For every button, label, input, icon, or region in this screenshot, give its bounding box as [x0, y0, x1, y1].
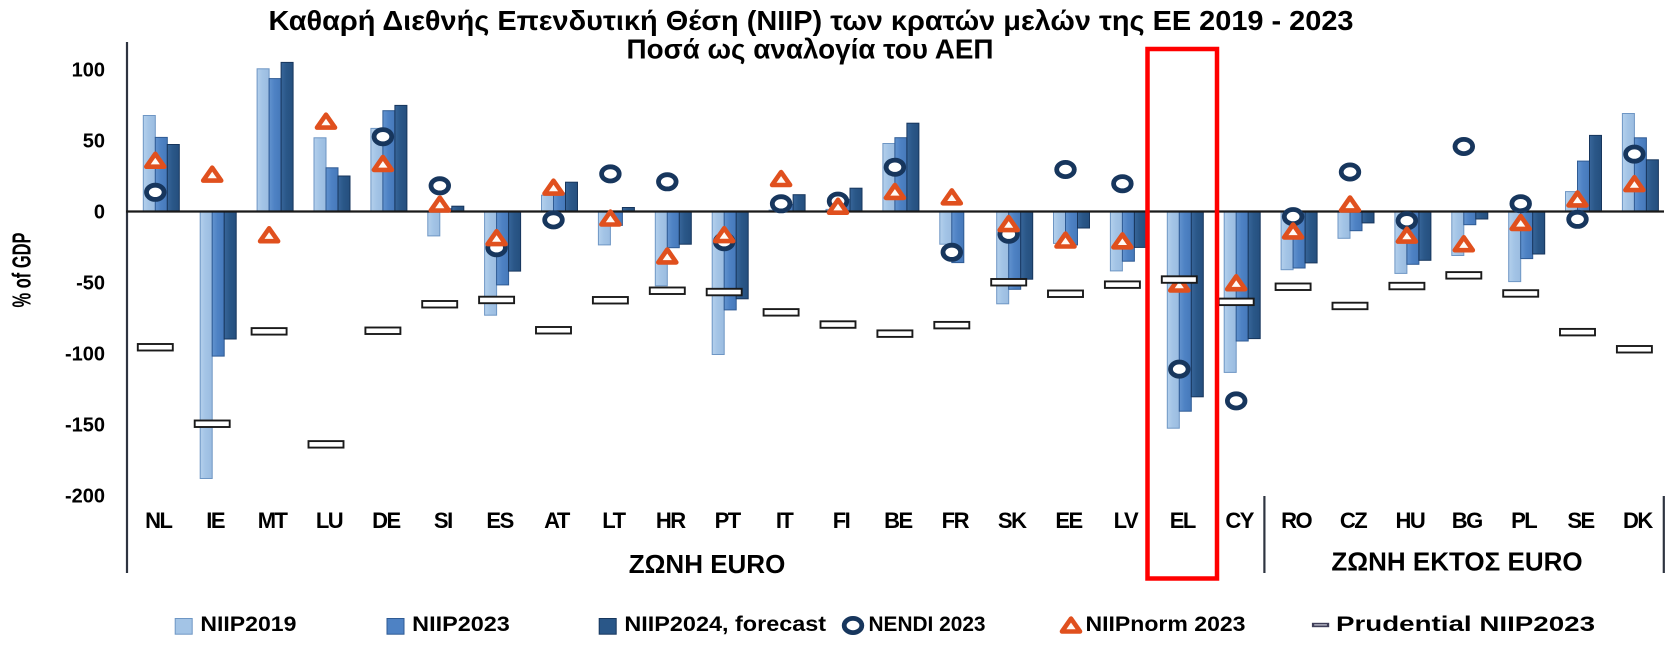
svg-text:-50: -50	[76, 273, 105, 295]
svg-text:RO: RO	[1281, 508, 1312, 533]
svg-text:HR: HR	[656, 508, 686, 533]
svg-text:ΖΩΝΗ EURO: ΖΩΝΗ EURO	[629, 549, 786, 579]
svg-text:CZ: CZ	[1340, 508, 1367, 533]
svg-text:DK: DK	[1623, 508, 1653, 533]
svg-text:NIIP2024, forecast: NIIP2024, forecast	[624, 613, 826, 636]
svg-text:Καθαρή Διεθνής Επενδυτική Θέση: Καθαρή Διεθνής Επενδυτική Θέση (NIIP) τω…	[269, 5, 1354, 36]
svg-text:NIIP2019: NIIP2019	[200, 613, 296, 636]
svg-text:PT: PT	[715, 508, 742, 533]
svg-text:Ποσά ως αναλογία του ΑΕΠ: Ποσά ως αναλογία του ΑΕΠ	[627, 34, 994, 65]
svg-text:SI: SI	[434, 508, 452, 533]
svg-text:BE: BE	[884, 508, 912, 533]
svg-text:ΖΩΝΗ ΕΚΤΟΣ EURO: ΖΩΝΗ ΕΚΤΟΣ EURO	[1331, 547, 1582, 577]
svg-text:ES: ES	[486, 508, 513, 533]
svg-text:% of GDP: % of GDP	[7, 233, 37, 308]
svg-text:IT: IT	[776, 508, 795, 533]
svg-text:MT: MT	[258, 508, 289, 533]
svg-text:BG: BG	[1452, 508, 1482, 533]
svg-text:EE: EE	[1055, 508, 1082, 533]
svg-text:LU: LU	[316, 508, 343, 533]
svg-text:IE: IE	[206, 508, 225, 533]
svg-text:-150: -150	[65, 415, 105, 437]
svg-text:NIIPnorm 2023: NIIPnorm 2023	[1086, 613, 1246, 636]
svg-text:NIIP2023: NIIP2023	[412, 613, 510, 636]
svg-text:PL: PL	[1511, 508, 1537, 533]
svg-text:NENDI 2023: NENDI 2023	[869, 613, 986, 636]
svg-text:EL: EL	[1170, 508, 1196, 533]
svg-text:DE: DE	[372, 508, 400, 533]
svg-text:LV: LV	[1114, 508, 1139, 533]
svg-text:NL: NL	[145, 508, 172, 533]
svg-text:CY: CY	[1225, 508, 1254, 533]
svg-text:SE: SE	[1567, 508, 1594, 533]
svg-text:-100: -100	[65, 344, 105, 366]
svg-text:LT: LT	[602, 508, 626, 533]
svg-text:Prudential NIIP2023: Prudential NIIP2023	[1336, 613, 1595, 636]
svg-text:FI: FI	[833, 508, 850, 533]
svg-text:AT: AT	[544, 508, 571, 533]
svg-text:0: 0	[94, 202, 105, 224]
svg-text:100: 100	[72, 60, 105, 82]
svg-text:50: 50	[83, 131, 105, 153]
svg-text:-200: -200	[65, 486, 105, 508]
svg-text:SK: SK	[998, 508, 1027, 533]
svg-text:HU: HU	[1396, 508, 1425, 533]
svg-text:FR: FR	[942, 508, 970, 533]
